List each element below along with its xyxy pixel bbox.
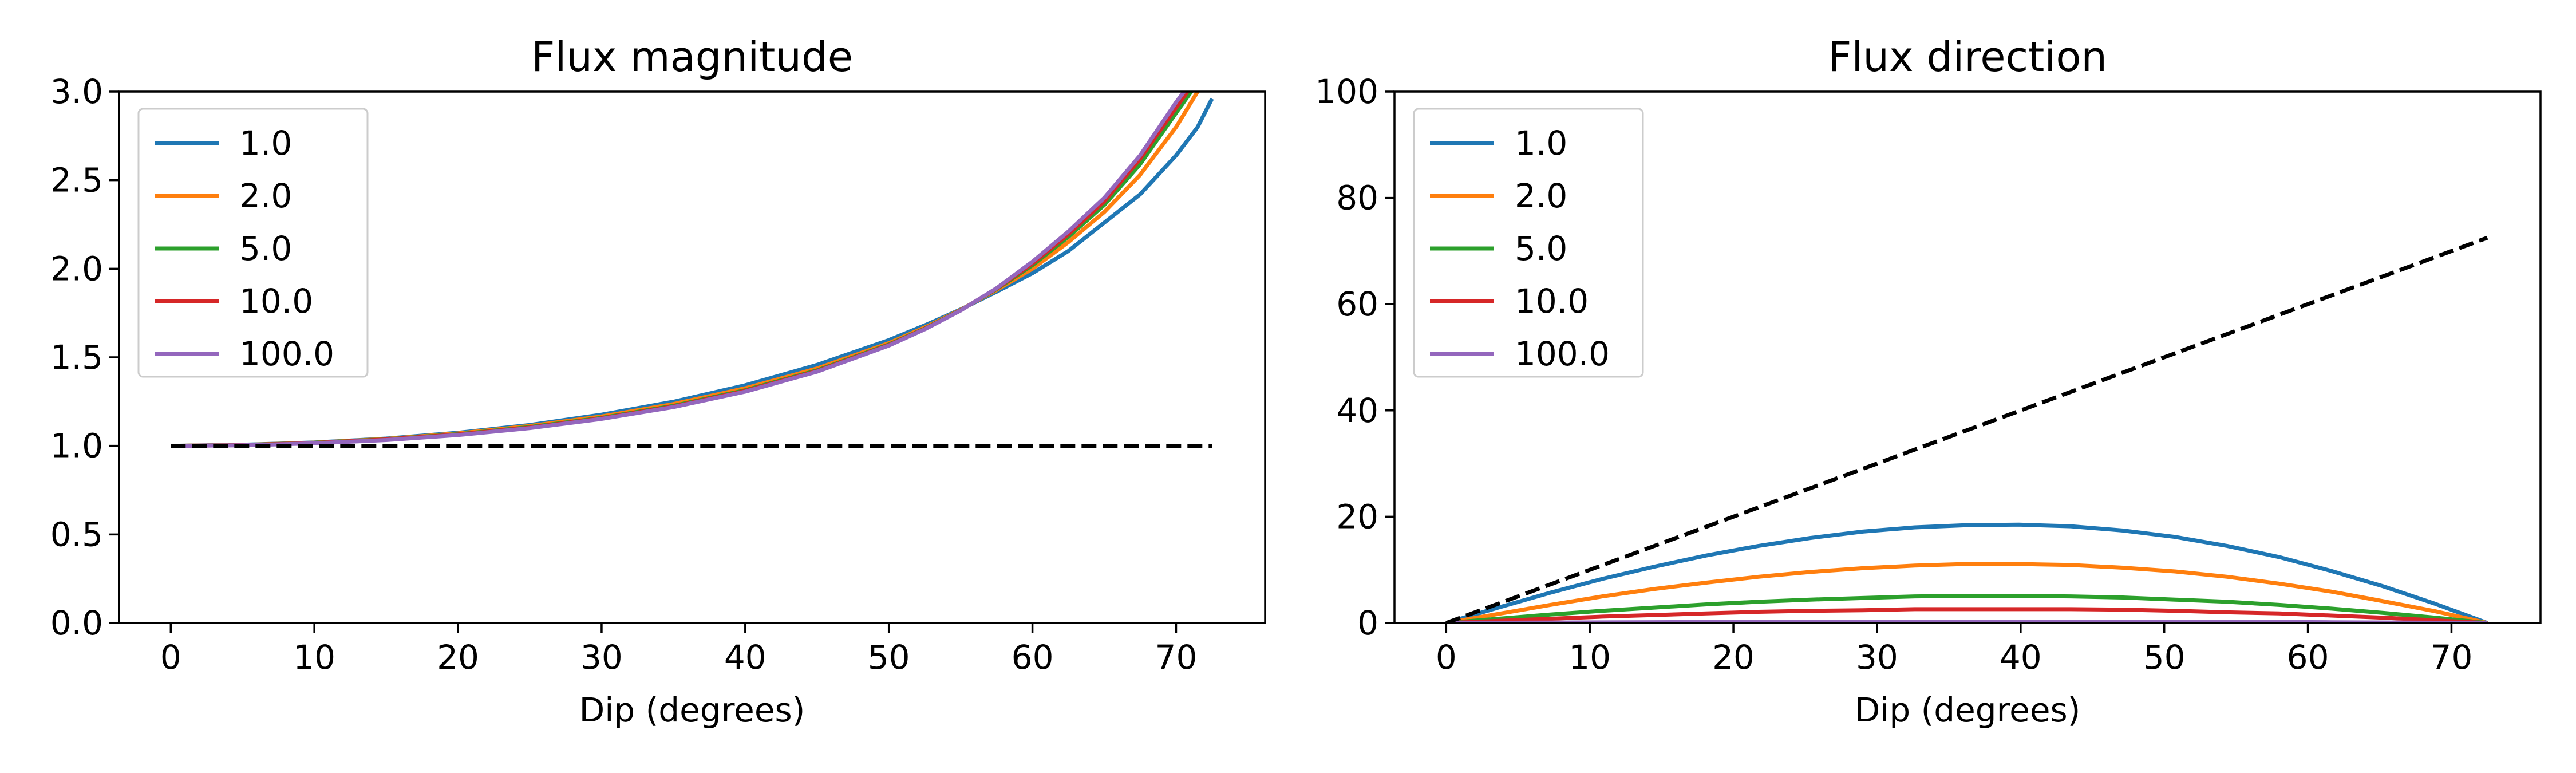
x-axis-label: Dip (degrees) (1855, 691, 2081, 729)
y-tick-label: 80 (1336, 179, 1378, 218)
x-tick-label: 10 (293, 638, 335, 677)
x-tick-label: 50 (868, 638, 910, 677)
legend: 1.0 2.0 5.0 10.0 100.0 (1413, 108, 1644, 378)
y-tick-label: 3.0 (50, 72, 103, 111)
legend-label-1.0: 1.0 (239, 124, 292, 163)
y-tick-label: 60 (1336, 285, 1378, 324)
x-tick-label: 20 (1712, 638, 1755, 677)
x-tick-label: 50 (2143, 638, 2186, 677)
y-tick-label: 2.5 (50, 161, 103, 200)
series-line-5.0 (1446, 594, 2488, 623)
y-tick-label: 0 (1357, 604, 1378, 642)
y-tick-label: 100 (1315, 72, 1378, 111)
reference-dashed-line (1445, 235, 2488, 623)
legend-label-1.0: 1.0 (1515, 124, 1567, 163)
legend-label-5.0: 5.0 (1515, 229, 1567, 268)
x-tick-label: 10 (1568, 638, 1611, 677)
y-tick-label: 20 (1336, 497, 1378, 536)
y-tick-label: 0.0 (50, 604, 103, 642)
legend-box (137, 108, 369, 378)
flux-direction-chart: Flux direction 0 10 20 30 40 50 60 70 0 20 40 60 80 10… (1315, 33, 2542, 729)
y-tick-label: 0.5 (50, 515, 103, 554)
x-tick-label: 60 (1012, 638, 1054, 677)
series-line-10.0 (1446, 607, 2488, 623)
x-tick-label: 0 (160, 638, 181, 677)
y-tick-label: 1.5 (50, 338, 103, 377)
y-tick-label: 40 (1336, 391, 1378, 430)
plot-area (171, 92, 1214, 448)
series-line-2.0 (1445, 562, 2488, 623)
x-tick-label: 30 (580, 638, 623, 677)
legend-label-2.0: 2.0 (1515, 176, 1567, 215)
x-tick-label: 20 (437, 638, 479, 677)
chart-title: Flux magnitude (531, 33, 853, 81)
legend-label-10.0: 10.0 (239, 282, 313, 321)
x-tick-label: 70 (2431, 638, 2473, 677)
series-line-1.0 (1445, 522, 2488, 623)
chart-title: Flux direction (1828, 33, 2107, 81)
series-line-100.0 (171, 92, 1187, 448)
legend-label-100.0: 100.0 (239, 334, 334, 373)
x-tick-label: 60 (2287, 638, 2329, 677)
x-tick-label: 40 (724, 638, 767, 677)
x-tick-label: 30 (1856, 638, 1898, 677)
x-tick-label: 70 (1155, 638, 1198, 677)
x-tick-label: 40 (2000, 638, 2042, 677)
x-tick-label: 0 (1436, 638, 1457, 677)
legend-label-2.0: 2.0 (239, 176, 292, 215)
legend-box (1413, 108, 1644, 378)
y-tick-label: 2.0 (50, 249, 103, 288)
axes-frame (1393, 90, 2542, 624)
legend: 1.0 2.0 5.0 10.0 100.0 (137, 108, 369, 378)
legend-label-100.0: 100.0 (1515, 334, 1610, 373)
x-axis-label: Dip (degrees) (579, 691, 805, 729)
y-tick-label: 1.0 (50, 427, 103, 466)
legend-label-5.0: 5.0 (239, 229, 292, 268)
legend-label-10.0: 10.0 (1515, 282, 1589, 321)
